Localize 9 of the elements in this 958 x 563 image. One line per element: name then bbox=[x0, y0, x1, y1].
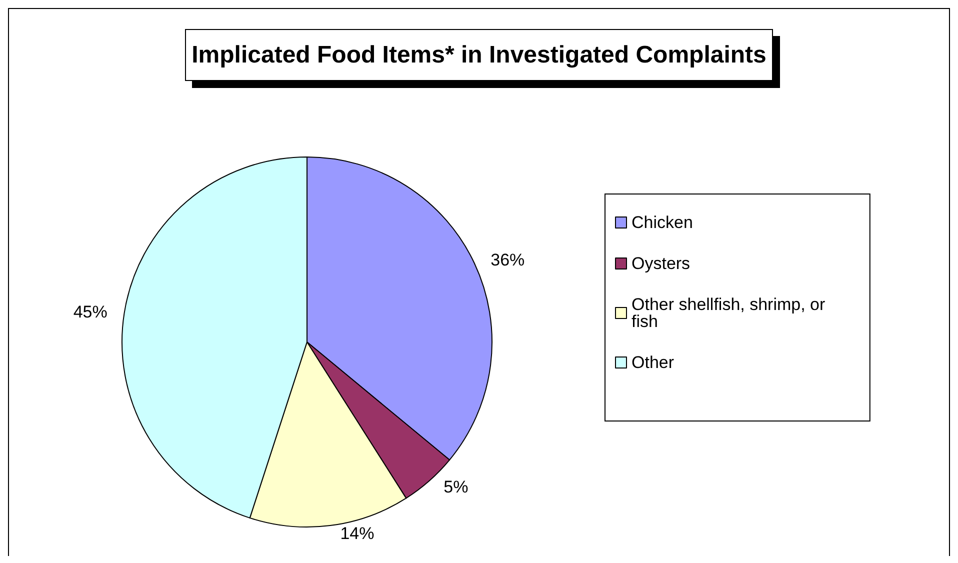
data-label: 36% bbox=[490, 250, 525, 270]
legend-label: Other shellfish, shrimp, or fish bbox=[632, 295, 830, 331]
legend-label: Oysters bbox=[632, 254, 690, 273]
data-label: 45% bbox=[73, 302, 108, 322]
chart-title: Implicated Food Items* in Investigated Complaints bbox=[192, 42, 766, 68]
legend-label: Other bbox=[632, 353, 674, 372]
data-label: 14% bbox=[340, 524, 374, 543]
data-label: 5% bbox=[444, 477, 468, 496]
legend-label: Chicken bbox=[632, 213, 693, 232]
